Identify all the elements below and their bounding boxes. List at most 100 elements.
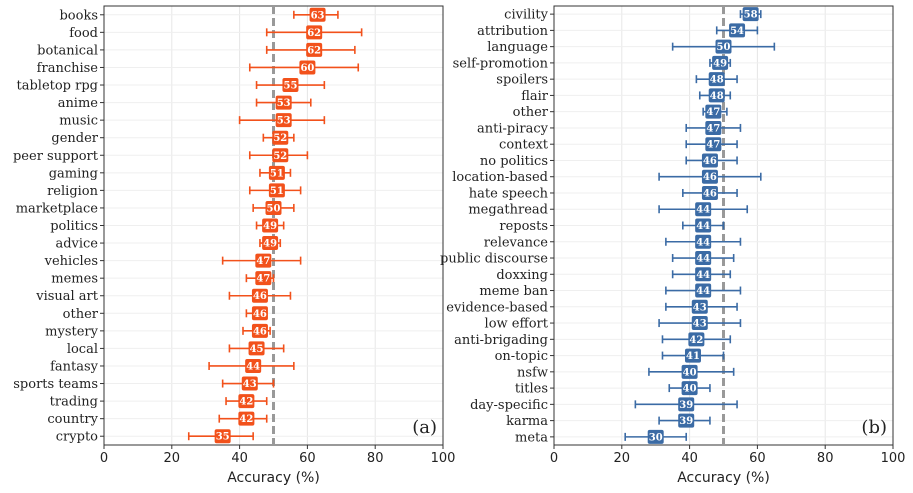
- category-label: food: [69, 26, 98, 41]
- value-marker: [647, 429, 664, 444]
- category-label: mystery: [45, 324, 98, 339]
- category-label: reposts: [499, 219, 548, 234]
- value-marker: [688, 332, 705, 347]
- value-marker: [251, 323, 268, 338]
- value-marker: [272, 130, 289, 145]
- value-label: 48: [710, 75, 724, 86]
- category-label: context: [499, 138, 549, 153]
- category-label: peer support: [13, 149, 99, 164]
- category-label: sports teams: [13, 377, 98, 392]
- value-marker: [678, 413, 695, 428]
- value-label: 63: [311, 10, 325, 21]
- category-label: politics: [50, 219, 98, 234]
- value-marker: [275, 113, 292, 128]
- x-tick-label: 0: [100, 451, 108, 466]
- value-label: 54: [730, 26, 744, 37]
- category-label: low effort: [485, 317, 549, 332]
- value-marker: [309, 7, 326, 22]
- category-label: memes: [51, 272, 98, 287]
- value-marker: [275, 95, 292, 110]
- value-label: 46: [253, 309, 267, 320]
- value-label: 49: [263, 239, 277, 250]
- category-label: trading: [50, 395, 98, 410]
- value-marker: [701, 185, 718, 200]
- value-label: 50: [717, 42, 731, 53]
- category-label: karma: [506, 414, 548, 429]
- value-label: 41: [686, 351, 700, 362]
- value-label: 42: [689, 335, 703, 346]
- category-label: meme ban: [479, 284, 548, 299]
- category-label: other: [63, 307, 99, 322]
- value-marker: [251, 288, 268, 303]
- category-label: other: [513, 105, 549, 120]
- x-tick-label: 100: [881, 451, 906, 466]
- category-label: no politics: [480, 154, 548, 169]
- value-marker: [282, 78, 299, 93]
- category-label: hate speech: [469, 186, 549, 201]
- value-marker: [708, 88, 725, 103]
- value-marker: [214, 429, 231, 444]
- value-label: 50: [267, 203, 281, 214]
- category-label: meta: [515, 430, 548, 445]
- value-marker: [238, 411, 255, 426]
- category-label: megathread: [468, 203, 548, 218]
- category-label: crypto: [56, 430, 98, 445]
- value-label: 44: [246, 361, 260, 372]
- value-label: 46: [703, 188, 717, 199]
- category-label: on-topic: [495, 349, 548, 364]
- category-label: public discourse: [440, 252, 548, 267]
- category-label: day-specific: [470, 398, 548, 413]
- value-label: 43: [243, 379, 257, 390]
- category-label: fantasy: [50, 359, 99, 374]
- category-label: spoilers: [496, 73, 548, 88]
- value-label: 35: [216, 432, 230, 443]
- value-marker: [681, 381, 698, 396]
- x-tick-label: 80: [817, 451, 834, 466]
- value-label: 46: [253, 291, 267, 302]
- x-tick-label: 100: [431, 451, 456, 466]
- category-label: anime: [58, 96, 99, 111]
- value-label: 44: [696, 205, 710, 216]
- value-label: 51: [270, 168, 284, 179]
- value-label: 42: [239, 397, 253, 408]
- value-label: 30: [649, 432, 663, 443]
- value-marker: [681, 364, 698, 379]
- x-tick-label: 60: [749, 451, 766, 466]
- value-marker: [715, 39, 732, 54]
- value-label: 52: [273, 151, 287, 162]
- category-label: language: [487, 40, 548, 55]
- value-label: 49: [713, 58, 727, 69]
- x-axis-label: Accuracy (%): [677, 470, 770, 486]
- value-label: 47: [706, 140, 720, 151]
- value-label: 44: [696, 237, 710, 248]
- category-label: location-based: [452, 170, 548, 185]
- value-marker: [678, 397, 695, 412]
- category-label: visual art: [35, 289, 99, 304]
- category-label: botanical: [37, 43, 98, 58]
- category-label: evidence-based: [446, 300, 548, 315]
- value-marker: [265, 200, 282, 215]
- value-label: 39: [679, 400, 693, 411]
- value-label: 55: [283, 81, 297, 92]
- value-marker: [742, 7, 759, 22]
- value-label: 44: [696, 286, 710, 297]
- value-label: 40: [683, 384, 697, 395]
- value-label: 51: [270, 186, 284, 197]
- value-marker: [695, 218, 712, 233]
- value-label: 60: [300, 63, 314, 74]
- value-label: 39: [679, 416, 693, 427]
- category-label: books: [59, 8, 98, 23]
- value-marker: [248, 341, 265, 356]
- panel-label: (a): [412, 417, 437, 438]
- value-marker: [245, 358, 262, 373]
- category-label: vehicles: [44, 254, 98, 269]
- value-marker: [701, 169, 718, 184]
- value-label: 46: [703, 156, 717, 167]
- value-marker: [262, 236, 279, 251]
- value-marker: [701, 153, 718, 168]
- value-marker: [705, 137, 722, 152]
- value-label: 53: [277, 98, 291, 109]
- panel-a: 0 20 40 60 80 100 Accuracy (%) (a) books 63 food 62…: [13, 5, 456, 486]
- value-marker: [684, 348, 701, 363]
- value-label: 40: [683, 367, 697, 378]
